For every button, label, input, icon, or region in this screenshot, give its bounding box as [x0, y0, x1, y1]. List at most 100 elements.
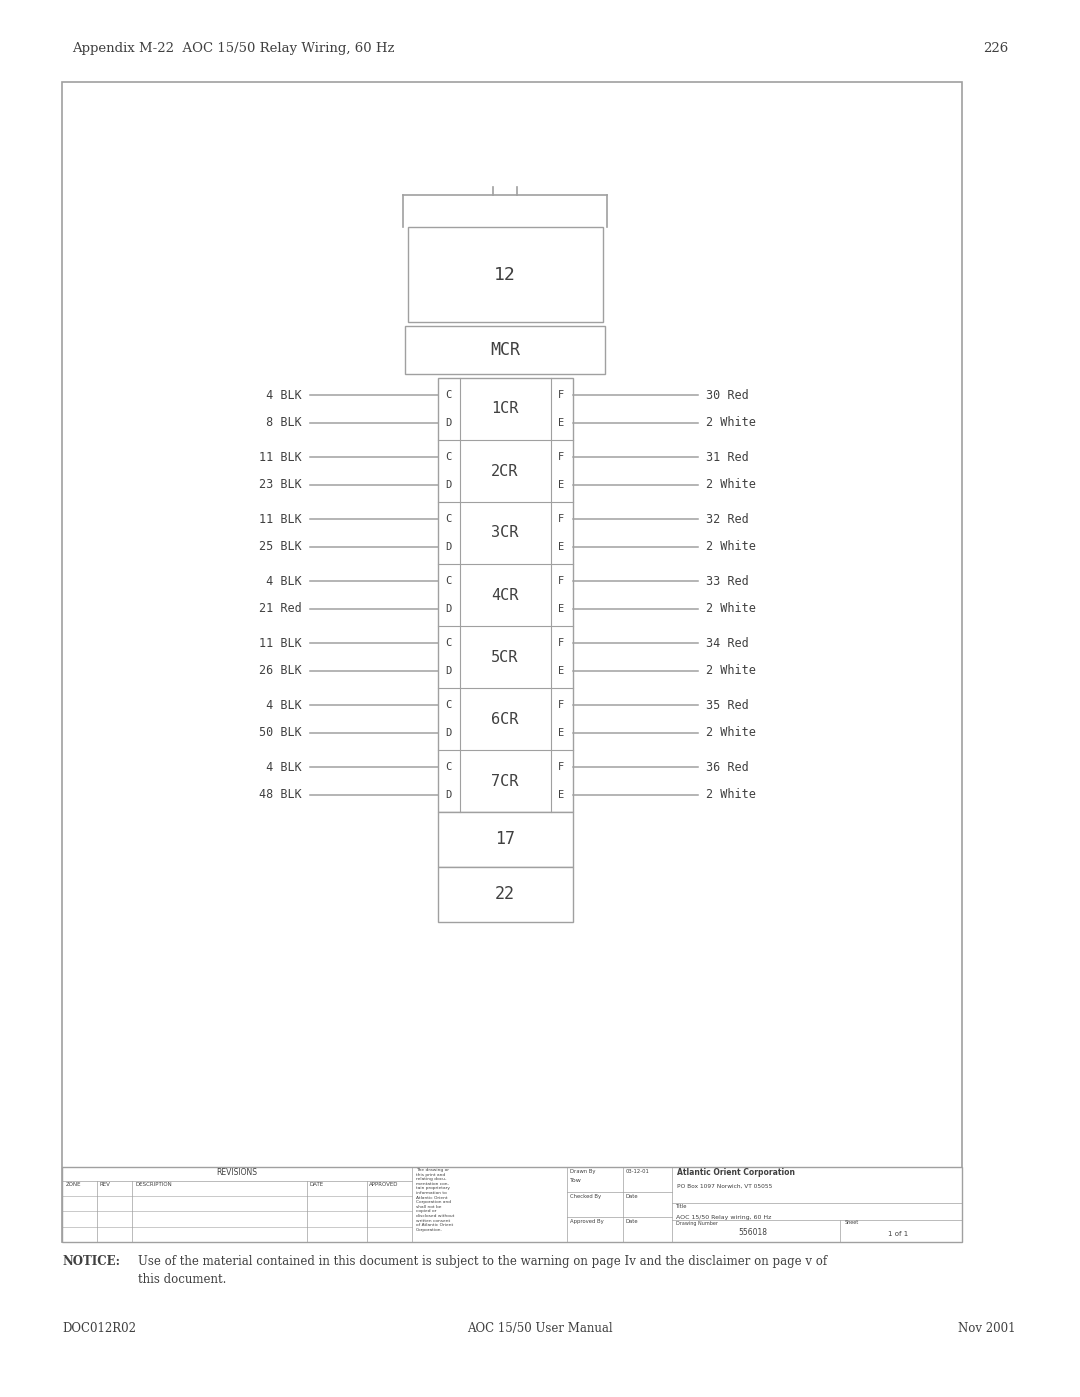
Text: D: D [445, 728, 451, 738]
Bar [62, 82, 962, 1242]
Text: 21 Red: 21 Red [259, 602, 302, 615]
Text: 3CR: 3CR [491, 525, 518, 541]
Text: C: C [445, 514, 451, 524]
Text: 4 BLK: 4 BLK [259, 761, 302, 774]
Text: 17: 17 [495, 830, 515, 848]
Bar [437, 812, 572, 868]
Text: MCR: MCR [490, 341, 519, 359]
Text: 35 Red: 35 Red [706, 698, 748, 712]
Text: 4 BLK: 4 BLK [259, 574, 302, 588]
Text: 12: 12 [495, 265, 516, 284]
Text: 556018: 556018 [739, 1228, 768, 1236]
Text: Appendix M-22  AOC 15/50 Relay Wiring, 60 Hz: Appendix M-22 AOC 15/50 Relay Wiring, 60… [72, 42, 394, 54]
Text: 2CR: 2CR [491, 464, 518, 479]
Text: 4 BLK: 4 BLK [259, 698, 302, 712]
Text: 2 White: 2 White [706, 602, 756, 615]
Text: REV: REV [100, 1182, 111, 1186]
Text: F: F [558, 700, 565, 710]
Text: 8 BLK: 8 BLK [259, 416, 302, 429]
Text: APPROVED: APPROVED [369, 1182, 399, 1186]
Text: 6CR: 6CR [491, 711, 518, 726]
Text: E: E [558, 728, 565, 738]
Text: 2 White: 2 White [706, 788, 756, 800]
Text: E: E [558, 479, 565, 489]
Text: 48 BLK: 48 BLK [259, 788, 302, 800]
Text: NOTICE:: NOTICE: [62, 1255, 120, 1268]
Text: Nov 2001: Nov 2001 [958, 1322, 1015, 1336]
Text: 33 Red: 33 Red [706, 574, 748, 588]
Bar [437, 379, 572, 812]
Bar [405, 326, 605, 374]
Text: D: D [445, 789, 451, 799]
Text: 36 Red: 36 Red [706, 761, 748, 774]
Text: D: D [445, 665, 451, 676]
Text: 1CR: 1CR [491, 401, 518, 416]
Text: DESCRIPTION: DESCRIPTION [135, 1182, 172, 1186]
Text: E: E [558, 418, 565, 427]
Text: 1 of 1: 1 of 1 [888, 1231, 908, 1236]
Text: D: D [445, 604, 451, 613]
Text: C: C [445, 577, 451, 587]
Text: 2 White: 2 White [706, 726, 756, 739]
Text: C: C [445, 700, 451, 710]
Text: E: E [558, 542, 565, 552]
Text: AOC 15/50 Relay wiring, 60 Hz: AOC 15/50 Relay wiring, 60 Hz [676, 1215, 771, 1220]
Text: Approved By: Approved By [570, 1220, 604, 1224]
Text: F: F [558, 453, 565, 462]
Text: F: F [558, 390, 565, 401]
Text: 03-12-01: 03-12-01 [625, 1169, 649, 1173]
Text: Sheet: Sheet [845, 1221, 859, 1225]
Bar [437, 868, 572, 922]
Text: 2 White: 2 White [706, 416, 756, 429]
Text: 22: 22 [495, 886, 515, 904]
Text: 11 BLK: 11 BLK [259, 451, 302, 464]
Text: C: C [445, 638, 451, 648]
Text: 2 White: 2 White [706, 541, 756, 553]
Bar [62, 1166, 962, 1242]
Text: C: C [445, 763, 451, 773]
Text: C: C [445, 453, 451, 462]
Text: 26 BLK: 26 BLK [259, 664, 302, 678]
Text: 7CR: 7CR [491, 774, 518, 788]
Text: F: F [558, 763, 565, 773]
Text: 4CR: 4CR [491, 588, 518, 602]
Text: 226: 226 [983, 42, 1008, 54]
Text: 34 Red: 34 Red [706, 637, 748, 650]
Text: 11 BLK: 11 BLK [259, 513, 302, 525]
Text: Tow: Tow [570, 1178, 582, 1183]
Text: 4 BLK: 4 BLK [259, 388, 302, 402]
Text: REVISIONS: REVISIONS [216, 1168, 257, 1178]
Text: Drawing Number: Drawing Number [676, 1221, 718, 1225]
Text: 11 BLK: 11 BLK [259, 637, 302, 650]
Text: DOC012R02: DOC012R02 [62, 1322, 136, 1336]
Text: E: E [558, 604, 565, 613]
Text: AOC 15/50 User Manual: AOC 15/50 User Manual [468, 1322, 612, 1336]
Text: Date: Date [625, 1194, 638, 1199]
Text: ZONE: ZONE [66, 1182, 81, 1186]
Text: Checked By: Checked By [570, 1194, 602, 1199]
Text: 5CR: 5CR [491, 650, 518, 665]
Text: 50 BLK: 50 BLK [259, 726, 302, 739]
Text: DATE: DATE [309, 1182, 323, 1186]
Bar [407, 226, 603, 321]
Text: D: D [445, 418, 451, 427]
Text: Use of the material contained in this document is subject to the warning on page: Use of the material contained in this do… [138, 1255, 827, 1268]
Text: Date: Date [625, 1220, 638, 1224]
Text: C: C [445, 390, 451, 401]
Text: 2 White: 2 White [706, 664, 756, 678]
Text: PO Box 1097 Norwich, VT 05055: PO Box 1097 Norwich, VT 05055 [677, 1185, 772, 1189]
Text: F: F [558, 638, 565, 648]
Text: this document.: this document. [138, 1273, 227, 1287]
Text: 23 BLK: 23 BLK [259, 478, 302, 492]
Text: 25 BLK: 25 BLK [259, 541, 302, 553]
Text: E: E [558, 665, 565, 676]
Text: 30 Red: 30 Red [706, 388, 748, 402]
Text: Drawn By: Drawn By [570, 1169, 595, 1173]
Text: D: D [445, 479, 451, 489]
Text: 31 Red: 31 Red [706, 451, 748, 464]
Text: 32 Red: 32 Red [706, 513, 748, 525]
Text: Title: Title [676, 1204, 688, 1208]
Text: F: F [558, 514, 565, 524]
Text: D: D [445, 542, 451, 552]
Text: Atlantic Orient Corporation: Atlantic Orient Corporation [677, 1168, 795, 1178]
